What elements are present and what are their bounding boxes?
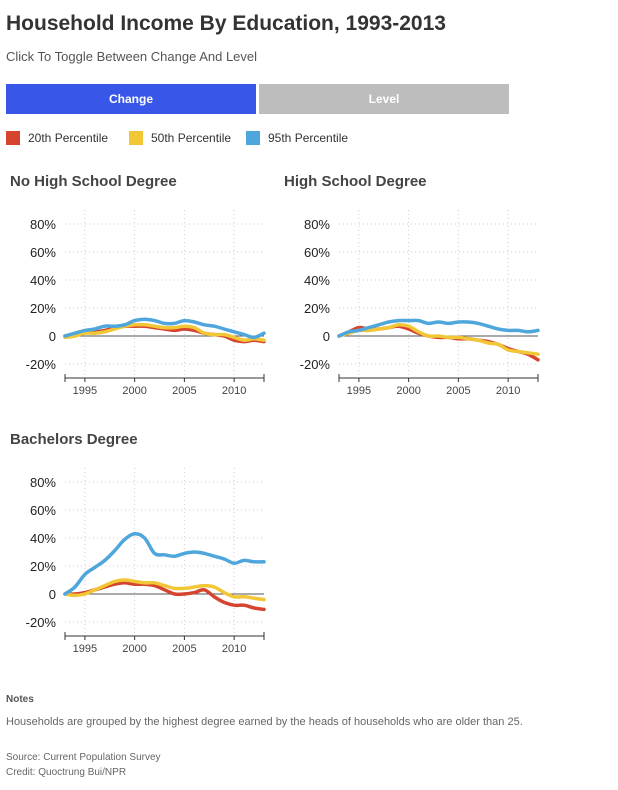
series-line-95th [337, 318, 540, 338]
legend-label-50th: 50th Percentile [151, 131, 232, 145]
x-tick-label: 2005 [172, 643, 196, 655]
x-tick-label: 2010 [222, 385, 246, 397]
x-tick-label: 2005 [172, 385, 196, 397]
legend-label-20th: 20th Percentile [28, 131, 109, 145]
y-tick-label: 20% [304, 301, 330, 316]
chart-no-high-school: 80% 60% 40% 20% 0 -20% 1995 2000 2005 2010 [26, 210, 266, 397]
x-tick-label: 2000 [122, 643, 146, 655]
y-tick-label: -20% [26, 615, 57, 630]
y-tick-label: 60% [30, 503, 56, 518]
panel-title-no-high-school: No High School Degree [10, 173, 177, 190]
y-tick-label: 40% [30, 273, 56, 288]
page-title: Household Income By Education, 1993-2013 [6, 12, 446, 35]
y-tick-label: 80% [304, 217, 330, 232]
x-tick-label: 2005 [446, 385, 470, 397]
panel-title-high-school: High School Degree [284, 173, 427, 190]
y-tick-label: -20% [26, 357, 57, 372]
series-line-50th [63, 578, 266, 602]
x-tick-label: 2010 [496, 385, 520, 397]
y-tick-label: 80% [30, 217, 56, 232]
y-tick-label: -20% [300, 357, 331, 372]
chart-bachelors: 80% 60% 40% 20% 0 -20% 1995 2000 2005 2010 [26, 468, 266, 655]
y-tick-label: 60% [30, 245, 56, 260]
level-toggle-button[interactable]: Level [259, 84, 509, 114]
legend-label-95th: 95th Percentile [268, 131, 349, 145]
x-tick-label: 1995 [73, 643, 97, 655]
legend-swatch-50th [129, 131, 143, 145]
series-line-95th [63, 317, 266, 340]
credit-line: Credit: Quoctrung Bui/NPR [6, 767, 127, 778]
y-tick-label: 40% [304, 273, 330, 288]
x-tick-label: 2000 [122, 385, 146, 397]
x-tick-label: 1995 [347, 385, 371, 397]
y-tick-label: 0 [323, 329, 330, 344]
change-toggle-button[interactable]: Change [6, 84, 256, 114]
y-tick-label: 40% [30, 531, 56, 546]
y-tick-label: 80% [30, 475, 56, 490]
chart-high-school: 80% 60% 40% 20% 0 -20% 1995 2000 2005 2010 [300, 210, 540, 397]
x-tick-label: 1995 [73, 385, 97, 397]
y-tick-label: 20% [30, 559, 56, 574]
y-tick-label: 20% [30, 301, 56, 316]
series-line-50th [337, 322, 540, 356]
page-subtitle: Click To Toggle Between Change And Level [6, 49, 258, 64]
y-tick-label: 0 [49, 329, 56, 344]
series-line-95th [63, 532, 266, 596]
y-tick-label: 0 [49, 587, 56, 602]
x-tick-label: 2000 [396, 385, 420, 397]
source-line: Source: Current Population Survey [6, 752, 161, 763]
x-tick-label: 2010 [222, 643, 246, 655]
legend-swatch-20th [6, 131, 20, 145]
y-tick-label: 60% [304, 245, 330, 260]
notes-text: Households are grouped by the highest de… [6, 716, 523, 728]
panel-title-bachelors: Bachelors Degree [10, 431, 138, 448]
series-line-50th [63, 322, 266, 342]
legend-swatch-95th [246, 131, 260, 145]
notes-heading: Notes [6, 694, 34, 705]
